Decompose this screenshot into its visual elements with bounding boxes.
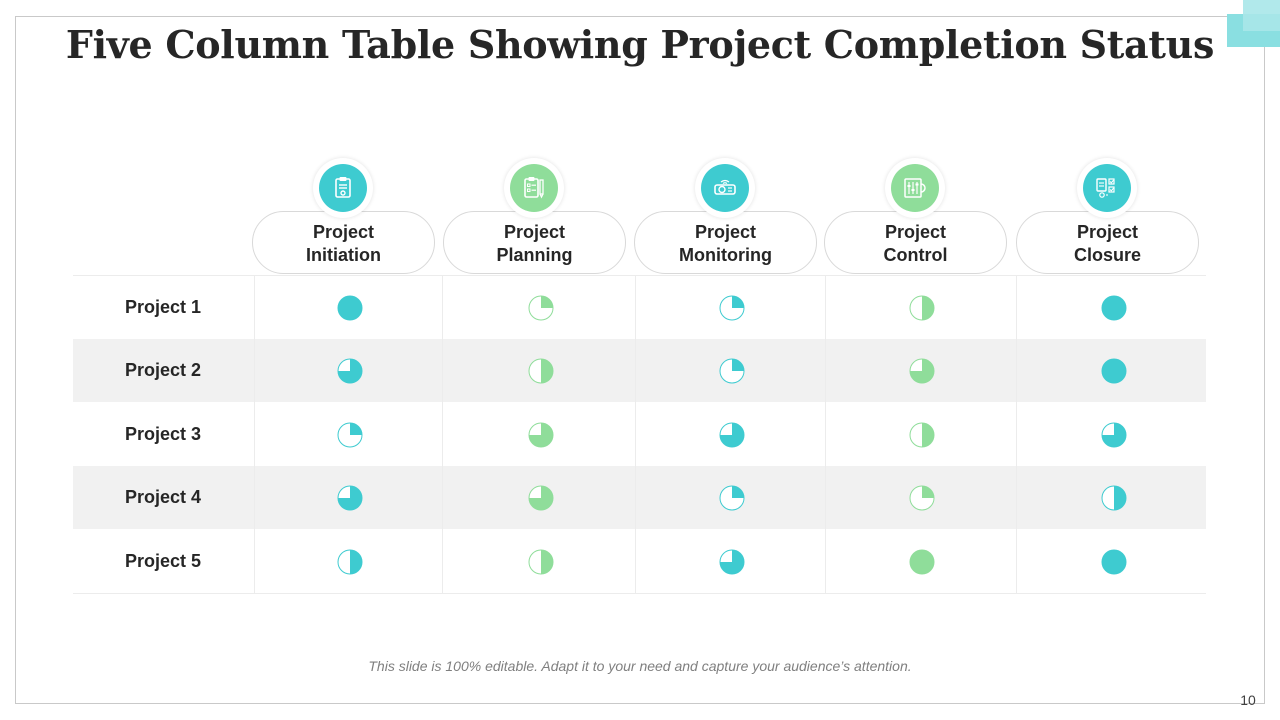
- completion-pie: [909, 358, 935, 384]
- completion-pie: [528, 295, 554, 321]
- completion-pie: [719, 549, 745, 575]
- column-header-text: Project Control: [884, 221, 948, 267]
- column-header-line1: Project: [884, 221, 946, 242]
- column-header-line1: Project: [694, 221, 756, 242]
- completion-pie: [719, 422, 745, 448]
- column-header: Project Monitoring: [634, 211, 817, 274]
- column-header: Project Closure: [1016, 211, 1199, 274]
- column-divider: [635, 275, 636, 593]
- table-row: Project 4: [73, 466, 1206, 529]
- row-label: Project 5: [124, 551, 202, 571]
- completion-pie: [1101, 358, 1127, 384]
- page-title: Five Column Table Showing Project Comple…: [65, 22, 1215, 67]
- column-header-text: Project Planning: [497, 221, 573, 267]
- completion-pie: [528, 485, 554, 511]
- column-divider: [1016, 275, 1017, 593]
- row-divider: [73, 593, 1206, 594]
- footer-note: This slide is 100% editable. Adapt it to…: [368, 658, 912, 674]
- completion-pie: [1101, 295, 1127, 321]
- column-header-line2: Initiation: [306, 244, 381, 265]
- column-icon-badge: [313, 158, 373, 218]
- column-icon-badge: [504, 158, 564, 218]
- column-header: Project Planning: [443, 211, 626, 274]
- completion-pie: [337, 485, 363, 511]
- column-divider: [442, 275, 443, 593]
- page-number: 10: [1240, 692, 1256, 708]
- row-label: Project 1: [124, 297, 202, 317]
- row-label: Project 2: [124, 360, 202, 380]
- completion-pie: [909, 422, 935, 448]
- completion-pie: [1101, 422, 1127, 448]
- completion-pie: [719, 358, 745, 384]
- completion-pie: [528, 358, 554, 384]
- completion-pie: [337, 295, 363, 321]
- column-header-line2: Control: [883, 244, 948, 265]
- table-row: Project 3: [73, 403, 1206, 466]
- completion-pie: [909, 295, 935, 321]
- row-divider: [73, 275, 1206, 276]
- column-header-text: Project Closure: [1074, 221, 1141, 267]
- column-header-text: Project Monitoring: [679, 221, 772, 267]
- completion-pie: [337, 422, 363, 448]
- checklist-pencil-icon: [510, 164, 558, 212]
- column-header: Project Control: [824, 211, 1007, 274]
- column-icon-badge: [885, 158, 945, 218]
- column-header-line2: Monitoring: [679, 244, 772, 265]
- tasks-checkboxes-icon: [1083, 164, 1131, 212]
- column-divider: [254, 275, 255, 593]
- column-header-line1: Project: [503, 221, 566, 242]
- column-header-line2: Planning: [496, 244, 573, 265]
- column-icon-badge: [695, 158, 755, 218]
- column-header-line1: Project: [312, 221, 375, 242]
- corner-accent-light: [1243, 0, 1280, 31]
- column-header-text: Project Initiation: [306, 221, 381, 267]
- column-header: Project Initiation: [252, 211, 435, 274]
- row-label: Project 4: [124, 487, 202, 507]
- slide-frame: [15, 16, 1265, 704]
- completion-pie: [719, 485, 745, 511]
- completion-pie: [337, 549, 363, 575]
- column-header-line2: Closure: [1073, 244, 1142, 265]
- completion-pie: [1101, 485, 1127, 511]
- sliders-gear-icon: [891, 164, 939, 212]
- completion-pie: [1101, 549, 1127, 575]
- completion-pie: [528, 549, 554, 575]
- column-header-line1: Project: [1076, 221, 1139, 242]
- clipboard-icon: [319, 164, 367, 212]
- column-divider: [825, 275, 826, 593]
- completion-pie: [337, 358, 363, 384]
- completion-pie: [719, 295, 745, 321]
- table-row: Project 1: [73, 276, 1206, 339]
- completion-pie: [909, 549, 935, 575]
- column-icon-badge: [1077, 158, 1137, 218]
- table-row: Project 2: [73, 339, 1206, 402]
- table-row: Project 5: [73, 530, 1206, 593]
- completion-pie: [909, 485, 935, 511]
- row-label: Project 3: [124, 424, 202, 444]
- completion-pie: [528, 422, 554, 448]
- projector-icon: [701, 164, 749, 212]
